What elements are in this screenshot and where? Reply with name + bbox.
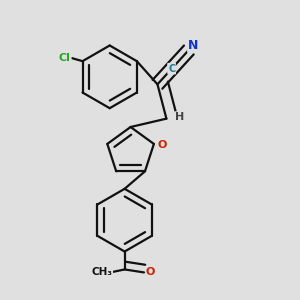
Text: Cl: Cl: [59, 53, 70, 63]
Text: O: O: [146, 267, 155, 278]
Text: C: C: [168, 64, 175, 74]
Text: O: O: [158, 140, 167, 149]
Text: N: N: [188, 39, 199, 52]
Text: CH₃: CH₃: [92, 267, 112, 278]
Text: H: H: [175, 112, 184, 122]
